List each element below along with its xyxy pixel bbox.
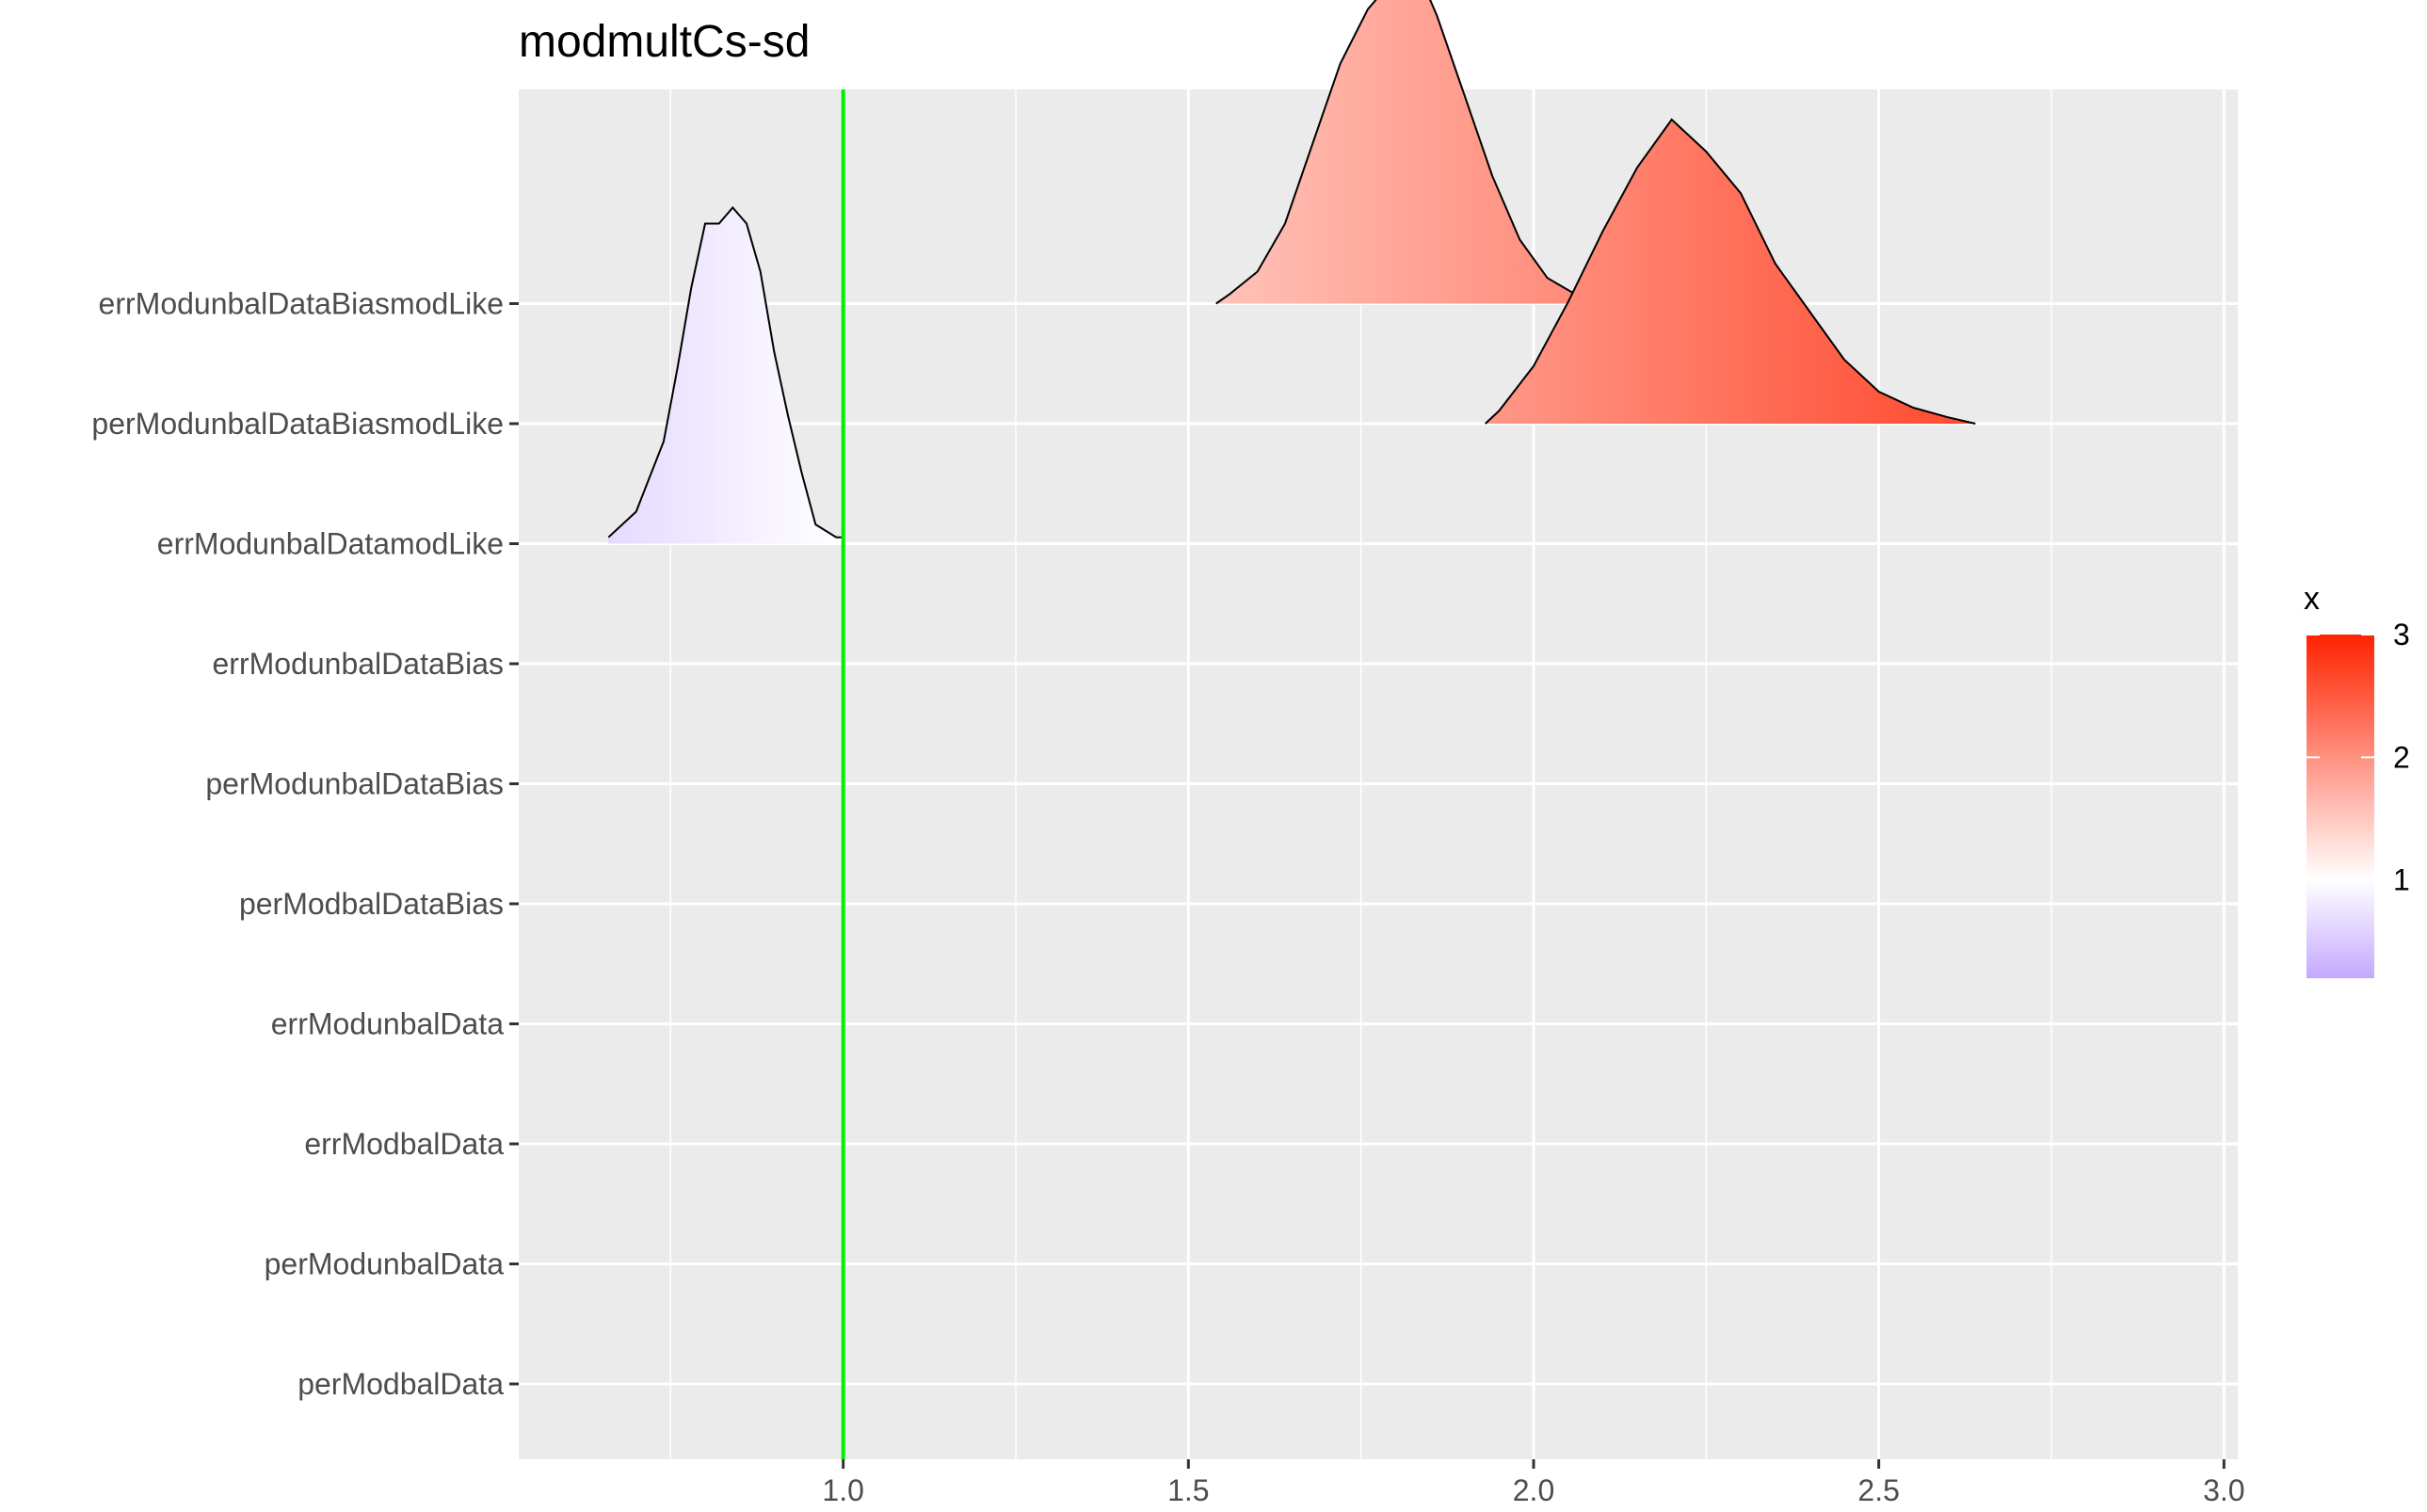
density-fill-errModunbalDataBiasmodLike (1215, 0, 1589, 304)
legend-tick-label: 1 (2393, 863, 2410, 897)
density-fill-errModunbalDatamodLike (608, 207, 844, 544)
y-tick-label: perModbalData (297, 1367, 504, 1401)
density-outline-perModunbalDataBiasmodLike (1485, 118, 1976, 425)
density-fill-perModunbalDataBiasmodLike (1485, 120, 1976, 424)
y-tick-label: perModunbalData (265, 1247, 505, 1281)
plot-panel (519, 89, 2238, 1459)
y-axis: perModbalData perModunbalData errModbalDat… (91, 287, 519, 1401)
x-tick-label: 1.0 (822, 1473, 863, 1507)
y-tick-label: errModunbalData (271, 1007, 504, 1041)
y-tick-label: perModunbalDataBias (205, 767, 504, 801)
x-tick-label: 2.0 (1513, 1473, 1554, 1507)
legend-colorbar (2306, 635, 2374, 978)
density-ridges (607, 0, 1976, 544)
x-axis: 1.0 1.5 2.0 2.5 3.0 (822, 1459, 2245, 1507)
density-outline-errModunbalDatamodLike (607, 205, 844, 539)
y-tick-label: errModunbalDataBiasmodLike (99, 287, 504, 321)
y-tick-label: errModunbalDatamodLike (157, 527, 504, 561)
legend-ticks: 1 2 3 (2306, 618, 2410, 897)
x-tick-label: 2.5 (1857, 1473, 1899, 1507)
legend-title: x (2304, 581, 2320, 617)
legend-tick-label: 3 (2393, 618, 2410, 651)
chart-title: modmultCs-sd (519, 17, 810, 67)
y-tick-label: errModbalData (304, 1127, 504, 1161)
y-tick-label: errModunbalDataBias (213, 647, 505, 681)
x-tick-label: 3.0 (2203, 1473, 2244, 1507)
y-tick-label: perModbalDataBias (239, 887, 504, 921)
x-tick-label: 1.5 (1167, 1473, 1209, 1507)
y-tick-label: perModunbalDataBiasmodLike (91, 407, 504, 441)
legend-tick-label: 2 (2393, 740, 2410, 774)
color-legend: x 1 2 3 (2304, 581, 2410, 978)
density-outline-errModunbalDataBiasmodLike (1215, 0, 1590, 305)
